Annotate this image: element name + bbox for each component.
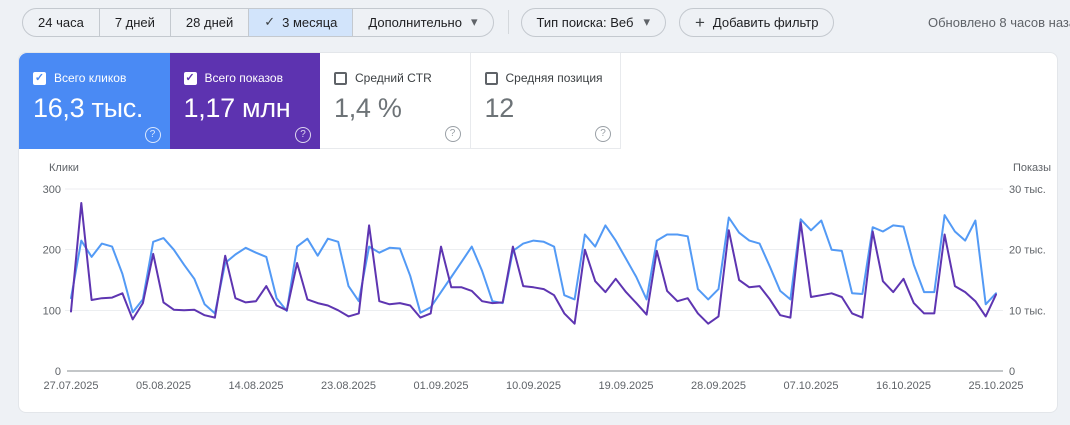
- card-total-clicks[interactable]: ✓ Всего кликов 16,3 тыс. ?: [19, 53, 170, 149]
- toolbar-divider: [507, 10, 509, 34]
- add-filter-chip[interactable]: + Добавить фильтр: [678, 7, 835, 37]
- x-axis-date-label: 25.10.2025: [968, 380, 1023, 392]
- card-total-impressions[interactable]: ✓ Всего показов 1,17 млн ?: [169, 53, 320, 149]
- performance-chart[interactable]: 0 100 200 300 0 10 тыс. 20 тыс. 30 тыс. Клики Пок…: [19, 149, 1059, 414]
- card-average-ctr[interactable]: Средний CTR 1,4 % ?: [320, 53, 471, 149]
- right-axis-tick: 10 тыс.: [1009, 305, 1046, 317]
- performance-panel: ✓ Всего кликов 16,3 тыс. ? ✓ Всего показ…: [18, 52, 1058, 413]
- x-axis-date-label: 27.07.2025: [43, 380, 98, 392]
- x-axis-date-label: 19.09.2025: [598, 380, 653, 392]
- range-24h[interactable]: 24 часа: [23, 8, 100, 36]
- metric-cards-row: ✓ Всего кликов 16,3 тыс. ? ✓ Всего показ…: [19, 53, 1057, 149]
- range-24h-label: 24 часа: [38, 14, 84, 30]
- left-axis-title: Клики: [49, 162, 79, 174]
- right-axis-title: Показы: [1013, 162, 1051, 174]
- left-axis-tick: 0: [55, 366, 61, 378]
- card-value: 1,17 млн: [183, 93, 291, 123]
- range-7d[interactable]: 7 дней: [100, 8, 171, 36]
- right-axis-tick: 0: [1009, 366, 1015, 378]
- x-axis-date-label: 28.09.2025: [691, 380, 746, 392]
- x-axis-date-label: 05.08.2025: [136, 380, 191, 392]
- check-icon: ✓: [264, 14, 276, 29]
- checkbox-checked-icon[interactable]: ✓: [33, 71, 46, 85]
- help-icon[interactable]: ?: [444, 126, 461, 142]
- left-axis-tick: 200: [43, 245, 61, 257]
- right-axis-tick: 20 тыс.: [1009, 245, 1046, 257]
- help-icon[interactable]: ?: [144, 127, 161, 143]
- last-updated-text: Обновлено 8 часов назад: [928, 15, 1070, 30]
- x-axis-date-label: 16.10.2025: [876, 380, 931, 392]
- x-axis-date-label: 23.08.2025: [321, 380, 376, 392]
- search-type-label: Тип поиска: Веб: [536, 14, 634, 30]
- right-axis-tick: 30 тыс.: [1009, 184, 1046, 196]
- range-more-dropdown[interactable]: Дополнительно ▾: [353, 9, 492, 36]
- help-icon[interactable]: ?: [595, 126, 611, 142]
- card-value: 1,4 %: [334, 93, 402, 123]
- checkbox-unchecked-icon[interactable]: [334, 71, 347, 85]
- toolbar: 24 часа 7 дней 28 дней ✓ 3 месяца Дополн…: [22, 7, 1070, 37]
- x-axis-date-label: 14.08.2025: [228, 380, 283, 392]
- range-28d-label: 28 дней: [185, 14, 234, 30]
- add-filter-label: Добавить фильтр: [712, 14, 819, 30]
- card-value: 16,3 тыс.: [33, 93, 144, 123]
- range-3m-label: 3 месяца: [282, 14, 338, 30]
- range-3m[interactable]: ✓ 3 месяца: [249, 8, 354, 36]
- x-axis-date-label: 01.09.2025: [413, 380, 468, 392]
- card-average-position[interactable]: Средняя позиция 12 ?: [470, 53, 621, 149]
- checkbox-checked-icon[interactable]: ✓: [183, 71, 197, 85]
- checkbox-unchecked-icon[interactable]: [484, 71, 498, 85]
- x-axis-date-label: 10.09.2025: [506, 380, 561, 392]
- date-range-group: 24 часа 7 дней 28 дней ✓ 3 месяца Дополн…: [22, 7, 494, 37]
- left-axis-tick: 100: [43, 305, 61, 317]
- card-label: Средняя позиция: [505, 71, 603, 85]
- range-more-label: Дополнительно: [368, 14, 462, 30]
- left-axis-tick: 300: [43, 184, 61, 196]
- x-axis-date-label: 07.10.2025: [783, 380, 838, 392]
- card-label: Всего показов: [204, 71, 283, 85]
- plus-icon: +: [694, 12, 705, 32]
- card-value: 12: [484, 93, 515, 123]
- card-label: Всего кликов: [54, 71, 127, 85]
- chevron-down-icon: ▾: [470, 14, 478, 29]
- search-type-chip[interactable]: Тип поиска: Веб ▾: [520, 7, 666, 37]
- series-line-clicks[interactable]: [70, 214, 997, 315]
- card-label: Средний CTR: [355, 71, 432, 85]
- range-28d[interactable]: 28 дней: [171, 8, 250, 36]
- range-7d-label: 7 дней: [114, 14, 155, 30]
- chevron-down-icon: ▾: [643, 14, 650, 29]
- series-line-impressions[interactable]: [70, 202, 997, 325]
- help-icon[interactable]: ?: [295, 127, 311, 143]
